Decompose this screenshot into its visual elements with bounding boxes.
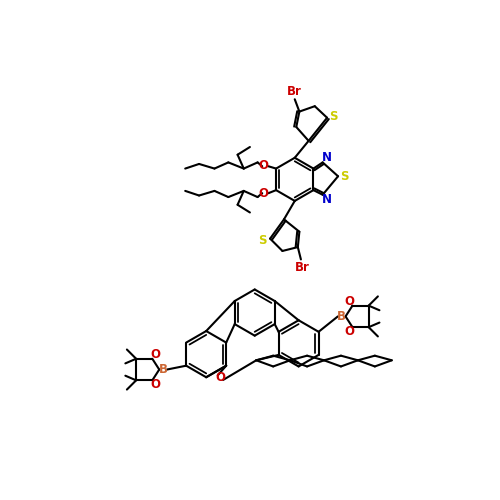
Text: O: O (150, 348, 160, 360)
Text: B: B (158, 363, 168, 376)
Text: N: N (322, 152, 332, 164)
Text: O: O (259, 188, 269, 200)
Text: O: O (344, 326, 354, 338)
Text: B: B (337, 310, 346, 323)
Text: O: O (215, 371, 225, 384)
Text: Br: Br (288, 85, 302, 98)
Text: S: S (258, 234, 266, 246)
Text: O: O (150, 378, 160, 392)
Text: S: S (340, 170, 348, 183)
Text: O: O (344, 294, 354, 308)
Text: N: N (322, 193, 332, 206)
Text: Br: Br (295, 260, 310, 274)
Text: S: S (329, 110, 338, 122)
Text: O: O (259, 159, 269, 172)
